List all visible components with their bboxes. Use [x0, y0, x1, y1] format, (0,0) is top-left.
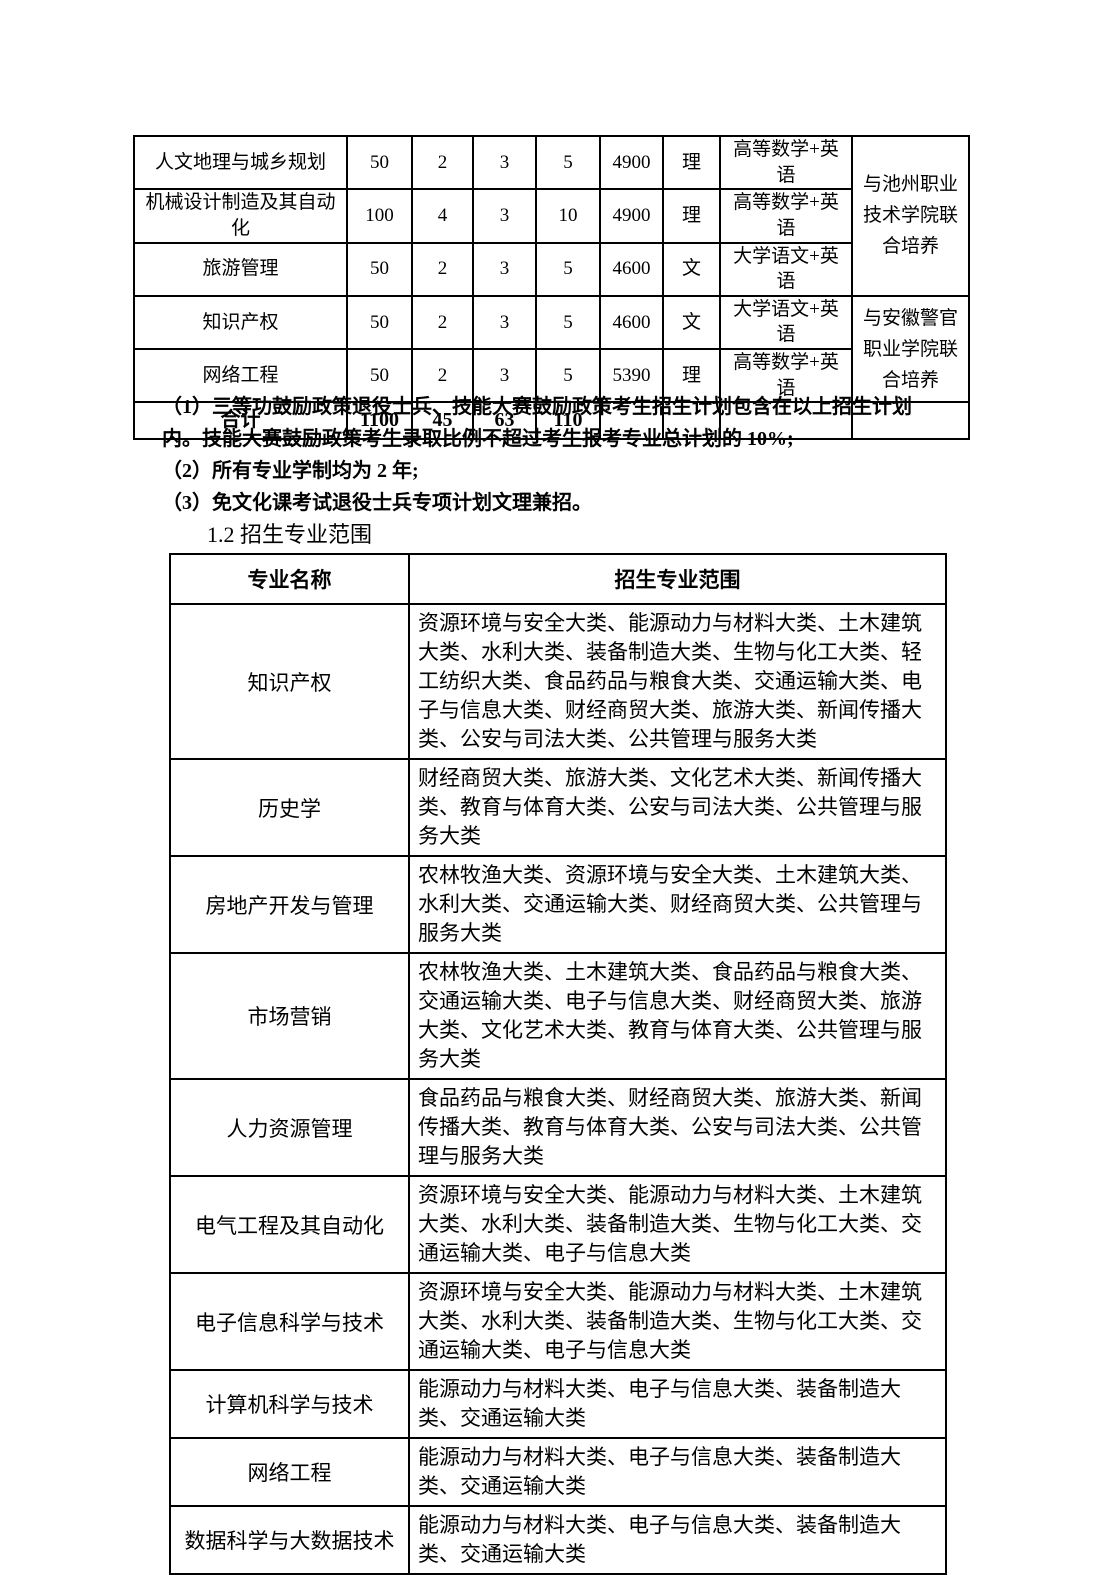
category-cell: 文	[662, 294, 721, 351]
plan-total-cell: 50	[346, 241, 413, 297]
tuition-cell: 4600	[599, 294, 664, 351]
plan-cell: 3	[472, 241, 537, 297]
tuition-cell: 4900	[599, 134, 664, 191]
note-2: （2）所有专业学制均为 2 年;	[162, 460, 419, 482]
exam-subjects-cell: 高等数学+英语	[719, 134, 853, 191]
scope-cell: 能源动力与材料大类、电子与信息大类、装备制造大类、交通运输大类	[408, 1437, 947, 1507]
plan-total-cell: 50	[346, 294, 413, 351]
plan-cell: 3	[472, 294, 537, 351]
scope-header-row: 专业名称 招生专业范围	[169, 553, 947, 605]
scope-cell: 资源环境与安全大类、能源动力与材料大类、土木建筑大类、水利大类、装备制造大类、生…	[408, 1272, 947, 1371]
exam-subjects-cell: 高等数学+英语	[719, 188, 853, 244]
plan-row: 机械设计制造及其自动化 100 4 3 10 4900 理 高等数学+英语	[133, 188, 969, 244]
total-label-cell: 合计	[133, 401, 348, 441]
plan-row: 人文地理与城乡规划 50 2 3 5 4900 理 高等数学+英语 与池州职业技…	[133, 134, 970, 297]
enrollment-plan-table: 人文地理与城乡规划 50 2 3 5 4900 理 高等数学+英语 与池州职业技…	[133, 134, 970, 441]
scope-row: 数据科学与大数据技术 能源动力与材料大类、电子与信息大类、装备制造大类、交通运输…	[169, 1505, 947, 1575]
scope-row: 网络工程 能源动力与材料大类、电子与信息大类、装备制造大类、交通运输大类	[169, 1437, 947, 1507]
cooperation-note-cell: 与安徽警官职业学院联合培养	[851, 294, 970, 404]
category-cell: 理	[662, 188, 721, 244]
empty-cell	[719, 401, 853, 441]
note-3: （3）免文化课考试退役士兵专项计划文理兼招。	[162, 492, 592, 514]
scope-row: 房地产开发与管理 农林牧渔大类、资源环境与安全大类、土木建筑大类、水利大类、交通…	[169, 855, 947, 954]
plan-total-cell: 50	[346, 348, 413, 404]
empty-cell	[662, 401, 721, 441]
category-cell: 理	[662, 134, 721, 191]
plan-total-row: 合计 1100 45 63 110	[133, 401, 970, 441]
exam-subjects-cell: 大学语文+英语	[719, 241, 853, 297]
major-name-cell: 旅游管理	[133, 241, 348, 297]
scope-row: 电气工程及其自动化 资源环境与安全大类、能源动力与材料大类、土木建筑大类、水利大…	[169, 1175, 947, 1274]
cooperation-note-cell: 与池州职业技术学院联合培养	[851, 135, 970, 297]
total-value-cell: 1100	[346, 401, 413, 441]
plan-cell: 2	[411, 134, 474, 191]
scope-row: 知识产权 资源环境与安全大类、能源动力与材料大类、土木建筑大类、水利大类、装备制…	[169, 603, 947, 760]
plan-total-cell: 100	[346, 188, 413, 244]
major-name-cell: 知识产权	[169, 603, 410, 760]
major-name-cell: 网络工程	[169, 1437, 410, 1507]
major-name-cell: 数据科学与大数据技术	[169, 1505, 410, 1575]
plan-cell: 3	[472, 348, 537, 404]
plan-cell: 3	[472, 188, 537, 244]
total-value-cell: 110	[535, 401, 601, 441]
scope-cell: 资源环境与安全大类、能源动力与材料大类、土木建筑大类、水利大类、装备制造大类、生…	[408, 603, 947, 760]
major-name-cell: 市场营销	[169, 952, 410, 1080]
plan-total-cell: 50	[346, 134, 413, 191]
total-value-cell: 63	[472, 401, 537, 441]
total-value-cell: 45	[411, 401, 474, 441]
exam-subjects-cell: 大学语文+英语	[719, 294, 853, 351]
scope-cell: 农林牧渔大类、资源环境与安全大类、土木建筑大类、水利大类、交通运输大类、财经商贸…	[408, 855, 947, 954]
scope-row: 电子信息科学与技术 资源环境与安全大类、能源动力与材料大类、土木建筑大类、水利大…	[169, 1272, 947, 1371]
major-name-cell: 计算机科学与技术	[169, 1369, 410, 1439]
category-cell: 理	[662, 348, 721, 404]
scope-cell: 财经商贸大类、旅游大类、文化艺术大类、新闻传播大类、教育与体育大类、公安与司法大…	[408, 758, 947, 857]
plan-cell: 5	[535, 294, 601, 351]
header-major-name: 专业名称	[169, 553, 410, 605]
section-heading: 1.2 招生专业范围	[207, 522, 373, 547]
major-name-cell: 电气工程及其自动化	[169, 1175, 410, 1274]
tuition-cell: 5390	[599, 348, 664, 404]
plan-cell: 2	[411, 348, 474, 404]
empty-cell	[599, 401, 664, 441]
category-cell: 文	[662, 241, 721, 297]
major-scope-table: 专业名称 招生专业范围 知识产权 资源环境与安全大类、能源动力与材料大类、土木建…	[169, 553, 947, 1575]
plan-cell: 5	[535, 241, 601, 297]
scope-row: 历史学 财经商贸大类、旅游大类、文化艺术大类、新闻传播大类、教育与体育大类、公安…	[169, 758, 947, 857]
major-name-cell: 知识产权	[133, 294, 348, 351]
plan-cell: 4	[411, 188, 474, 244]
tuition-cell: 4900	[599, 188, 664, 244]
plan-row: 知识产权 50 2 3 5 4600 文 大学语文+英语 与安徽警官职业学院联合…	[133, 294, 970, 404]
plan-cell: 2	[411, 294, 474, 351]
plan-cell: 2	[411, 241, 474, 297]
major-name-cell: 电子信息科学与技术	[169, 1272, 410, 1371]
scope-row: 计算机科学与技术 能源动力与材料大类、电子与信息大类、装备制造大类、交通运输大类	[169, 1369, 947, 1439]
note-1-line-2: 内。技能大赛鼓励政策考生录取比例不超过考生报考专业总计划的 10%;	[162, 428, 794, 450]
scope-row: 市场营销 农林牧渔大类、土木建筑大类、食品药品与粮食大类、交通运输大类、电子与信…	[169, 952, 947, 1080]
plan-cell: 5	[535, 348, 601, 404]
scope-cell: 资源环境与安全大类、能源动力与材料大类、土木建筑大类、水利大类、装备制造大类、生…	[408, 1175, 947, 1274]
header-scope: 招生专业范围	[408, 553, 947, 605]
scope-cell: 食品药品与粮食大类、财经商贸大类、旅游大类、新闻传播大类、教育与体育大类、公安与…	[408, 1078, 947, 1177]
scope-cell: 能源动力与材料大类、电子与信息大类、装备制造大类、交通运输大类	[408, 1369, 947, 1439]
major-name-cell: 人力资源管理	[169, 1078, 410, 1177]
scope-row: 人力资源管理 食品药品与粮食大类、财经商贸大类、旅游大类、新闻传播大类、教育与体…	[169, 1078, 947, 1177]
note-1-line-1: （1）三等功鼓励政策退役士兵、技能大赛鼓励政策考生招生计划包含在以上招生计划	[162, 396, 912, 418]
scope-cell: 农林牧渔大类、土木建筑大类、食品药品与粮食大类、交通运输大类、电子与信息大类、财…	[408, 952, 947, 1080]
plan-cell: 10	[535, 188, 601, 244]
plan-row: 旅游管理 50 2 3 5 4600 文 大学语文+英语	[133, 241, 969, 297]
major-name-cell: 网络工程	[133, 348, 348, 404]
exam-subjects-cell: 高等数学+英语	[719, 348, 853, 404]
plan-cell: 3	[472, 134, 537, 191]
notes-block: （1）三等功鼓励政策退役士兵、技能大赛鼓励政策考生招生计划包含在以上招生计划 内…	[162, 391, 977, 519]
empty-cell	[851, 401, 970, 441]
major-name-cell: 历史学	[169, 758, 410, 857]
plan-row: 网络工程 50 2 3 5 5390 理 高等数学+英语	[133, 348, 969, 404]
tuition-cell: 4600	[599, 241, 664, 297]
major-name-cell: 机械设计制造及其自动化	[133, 188, 348, 244]
major-name-cell: 人文地理与城乡规划	[133, 134, 348, 191]
plan-cell: 5	[535, 134, 601, 191]
major-name-cell: 房地产开发与管理	[169, 855, 410, 954]
scope-cell: 能源动力与材料大类、电子与信息大类、装备制造大类、交通运输大类	[408, 1505, 947, 1575]
